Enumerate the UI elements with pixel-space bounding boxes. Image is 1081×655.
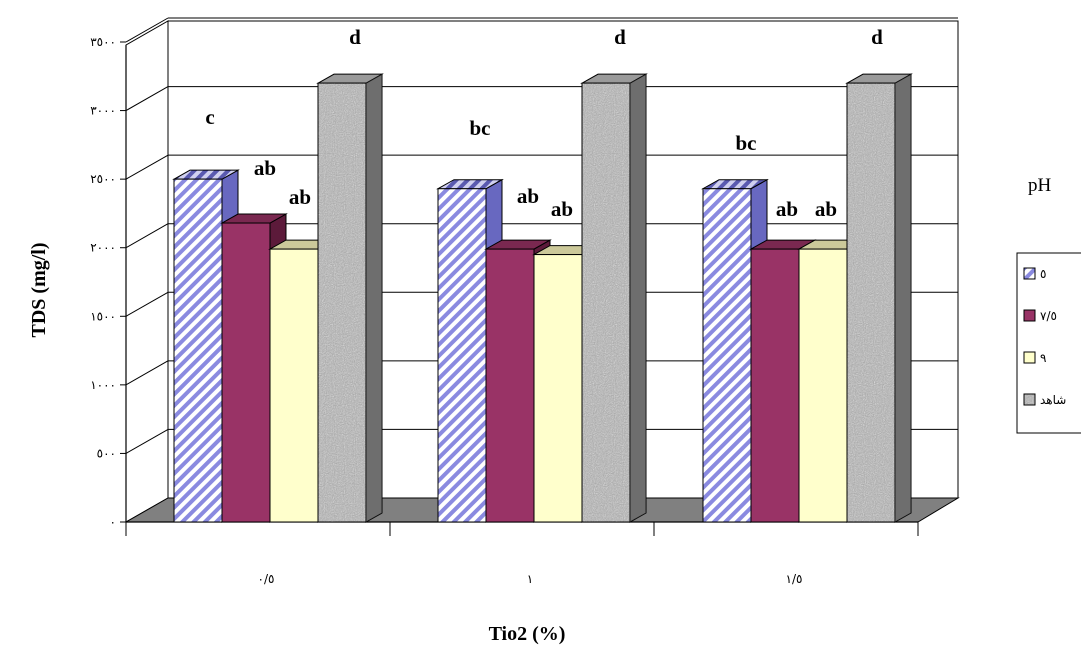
data-label: bc bbox=[470, 116, 491, 140]
y-tick-label: ١٥٠٠ bbox=[90, 309, 116, 323]
bar bbox=[485, 248, 535, 523]
legend-swatch-texture bbox=[1024, 394, 1035, 405]
data-label: d bbox=[871, 25, 883, 49]
gridline-side bbox=[125, 428, 169, 454]
legend-label: ٩ bbox=[1040, 351, 1046, 365]
bar-side-shade bbox=[630, 74, 646, 523]
legend-label: ٧/٥ bbox=[1040, 309, 1057, 323]
y-tick-label: ٢٥٠٠ bbox=[90, 172, 116, 186]
gridline-side bbox=[125, 154, 169, 180]
bar-side-shade bbox=[895, 74, 911, 523]
bar bbox=[173, 178, 223, 523]
y-axis-title: TDS (mg/l) bbox=[28, 243, 50, 338]
data-label: ab bbox=[254, 156, 276, 180]
y-tick-label: ٥٠٠ bbox=[97, 446, 116, 460]
gridline-side bbox=[125, 86, 169, 112]
data-label: bc bbox=[736, 131, 757, 155]
data-label: d bbox=[614, 25, 626, 49]
y-tick-label: ٣٥٠٠ bbox=[90, 35, 116, 49]
legend: ٥ ٧/٥ ٩ شاهد bbox=[1016, 252, 1081, 434]
bar-texture bbox=[318, 83, 366, 522]
legend-swatch bbox=[1023, 267, 1036, 280]
bar bbox=[533, 254, 583, 523]
bar bbox=[798, 248, 848, 523]
legend-label: شاهد bbox=[1040, 393, 1066, 407]
gridline-side bbox=[125, 291, 169, 317]
data-label: ab bbox=[551, 197, 573, 221]
bar-texture bbox=[847, 83, 895, 522]
x-axis-title: Tio2 (%) bbox=[489, 623, 566, 645]
bar bbox=[750, 248, 800, 523]
legend-title: pH bbox=[1028, 175, 1052, 196]
gridline-side bbox=[125, 223, 169, 249]
data-label: ab bbox=[517, 184, 539, 208]
data-label: c bbox=[205, 105, 214, 129]
y-tick-label: ٠ bbox=[110, 515, 116, 529]
legend-swatch bbox=[1023, 309, 1036, 322]
y-tick-label: ١٠٠٠ bbox=[90, 378, 116, 392]
data-label: d bbox=[349, 25, 361, 49]
legend-swatch bbox=[1023, 351, 1036, 364]
bar bbox=[269, 248, 319, 523]
legend-label: ٥ bbox=[1040, 267, 1046, 281]
data-label: ab bbox=[289, 185, 311, 209]
gridline-side bbox=[125, 360, 169, 386]
bar bbox=[702, 188, 752, 523]
bar-texture bbox=[582, 83, 630, 522]
gridline-side bbox=[125, 17, 169, 43]
data-label: ab bbox=[776, 197, 798, 221]
bar-side-shade bbox=[366, 74, 382, 523]
x-tick-label: ٠/٥ bbox=[258, 572, 275, 586]
x-tick-label: ١/٥ bbox=[786, 572, 803, 586]
x-tick-label: ١ bbox=[527, 572, 533, 586]
y-tick-label: ٢٠٠٠ bbox=[90, 241, 116, 255]
data-label: ab bbox=[815, 197, 837, 221]
bar bbox=[221, 222, 271, 523]
y-tick-label: ٣٠٠٠ bbox=[90, 104, 116, 118]
side-wall bbox=[125, 20, 169, 523]
bar bbox=[437, 188, 487, 523]
